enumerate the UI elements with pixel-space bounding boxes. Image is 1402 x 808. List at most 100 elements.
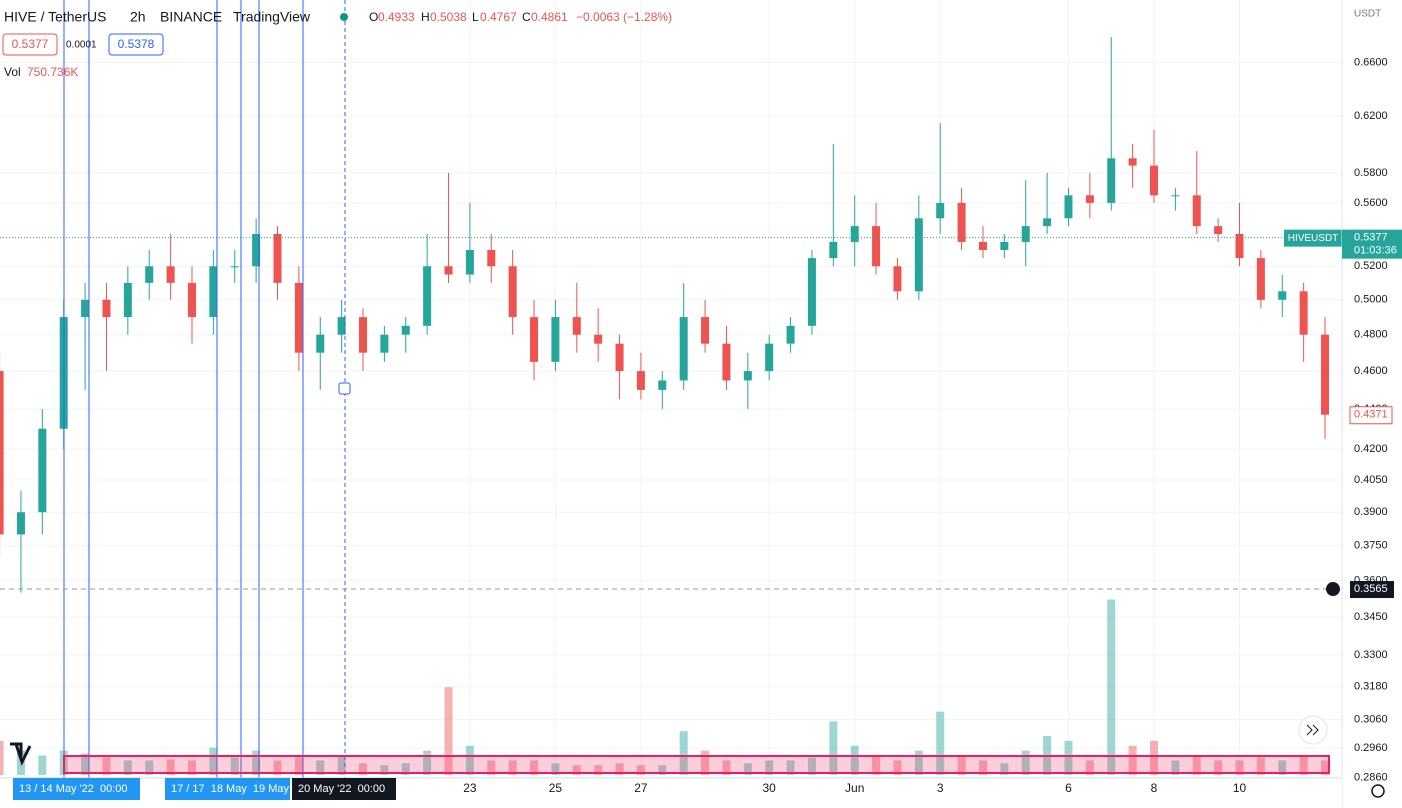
candle-body — [145, 266, 154, 283]
o-value: 0.4933 — [378, 10, 415, 24]
y-tick-label: 0.3900 — [1354, 506, 1388, 518]
volume-bar — [722, 760, 731, 775]
candle-body — [786, 325, 795, 344]
y-tick-label: 0.5600 — [1354, 197, 1388, 209]
low-mark-bg — [1349, 406, 1393, 425]
volume-bar — [487, 760, 496, 775]
market-status[interactable] — [340, 13, 348, 21]
y-tick-label: 0.6200 — [1354, 110, 1388, 122]
candle-body — [1321, 334, 1330, 415]
y-tick-label: 0.3060 — [1354, 714, 1388, 726]
settings[interactable] — [1371, 784, 1385, 798]
volume-bar — [679, 731, 688, 775]
candle-body — [423, 266, 432, 326]
x-tick-label: 8 — [1151, 781, 1158, 795]
low-mark: 0.4371 — [1354, 409, 1388, 421]
currency[interactable]: USDT — [1354, 9, 1381, 20]
volume-bar — [1235, 760, 1244, 775]
exchange: BINANCE — [160, 9, 222, 25]
volume-bar — [1000, 763, 1009, 775]
volume-bar — [1064, 740, 1073, 775]
volume-bar — [936, 711, 945, 775]
candle-body — [743, 371, 752, 381]
source: TradingView — [233, 9, 311, 25]
ask[interactable]: 0.5378 — [118, 37, 155, 51]
volume-bar — [1278, 760, 1287, 775]
y-tick-label: 0.5200 — [1354, 260, 1388, 272]
candle-body — [230, 266, 239, 268]
time-label: 13 / 14 May '22 00:00 — [19, 783, 128, 795]
scroll-icon — [1306, 724, 1319, 736]
volume-bar — [166, 759, 175, 775]
volume-bar — [551, 763, 560, 775]
h-label: H — [421, 10, 430, 24]
volume-bar — [102, 757, 111, 775]
volume-bar — [786, 760, 795, 775]
candle-body — [16, 512, 25, 535]
candle-body — [273, 234, 282, 283]
volume-bar — [594, 765, 603, 775]
candle-body — [615, 343, 624, 372]
x-tick-label: 23 — [463, 781, 477, 795]
candle-body — [337, 317, 346, 335]
candle-body — [123, 282, 132, 318]
y-tick-label: 0.3300 — [1354, 649, 1388, 661]
buy-button[interactable] — [108, 33, 164, 56]
candle-body — [701, 317, 710, 344]
tv-logo — [10, 742, 32, 766]
candle-body — [765, 343, 774, 372]
y-tick-label: 0.4800 — [1354, 329, 1388, 341]
vol-label: Vol — [4, 65, 21, 79]
candle-body — [807, 258, 816, 326]
volume-bar — [1021, 750, 1030, 775]
candle-body — [252, 234, 261, 267]
candle-body — [81, 299, 90, 318]
candle-body — [1085, 195, 1094, 203]
y-tick-label: 0.3750 — [1354, 540, 1388, 552]
y-tick-label: 0.3180 — [1354, 681, 1388, 693]
drawings — [63, 0, 351, 778]
volume-bar — [636, 765, 645, 775]
volume-bar — [252, 750, 261, 775]
candle-body — [1107, 158, 1116, 203]
candle-body — [1278, 291, 1287, 300]
volume-bar — [615, 763, 624, 775]
c-label: C — [522, 10, 531, 24]
candle-body — [936, 202, 945, 219]
candle-body — [1021, 226, 1030, 242]
volume-bar — [850, 745, 859, 775]
y-tick-label: 0.6600 — [1354, 56, 1388, 68]
symbol-tag-bg — [1284, 229, 1342, 247]
volume-bar — [465, 745, 474, 775]
time-label: 17 / 17 18 May 19 May — [171, 783, 290, 795]
bid[interactable]: 0.5377 — [12, 37, 49, 51]
volume-bar — [1107, 599, 1116, 775]
x-tick-label: 27 — [634, 781, 648, 795]
volume-bar — [380, 765, 389, 775]
range-box — [63, 755, 1330, 774]
candle-body — [102, 299, 111, 318]
x-tick-label: 30 — [763, 781, 777, 795]
volume-bar — [914, 750, 923, 775]
candle-body — [1000, 241, 1009, 250]
o-label: O — [369, 10, 378, 24]
candle-body — [166, 266, 175, 283]
time-label-bg — [165, 778, 290, 800]
candle-body — [850, 226, 859, 242]
volume-bar — [123, 760, 132, 775]
candle-body — [679, 317, 688, 381]
candle-body — [957, 202, 966, 242]
candle-body — [187, 282, 196, 318]
volume-bar — [401, 763, 410, 775]
time-label-bg — [13, 778, 140, 800]
l-value: 0.4767 — [480, 10, 517, 24]
volume-bar — [978, 760, 987, 775]
add-alert[interactable] — [1326, 582, 1340, 597]
scroll-right[interactable] — [1298, 715, 1328, 745]
y-tick-label: 0.2960 — [1354, 742, 1388, 754]
candle-body — [636, 371, 645, 390]
sell-button[interactable] — [2, 33, 58, 56]
candle-body — [444, 266, 453, 275]
candle-body — [594, 334, 603, 344]
volume-bar — [829, 721, 838, 775]
